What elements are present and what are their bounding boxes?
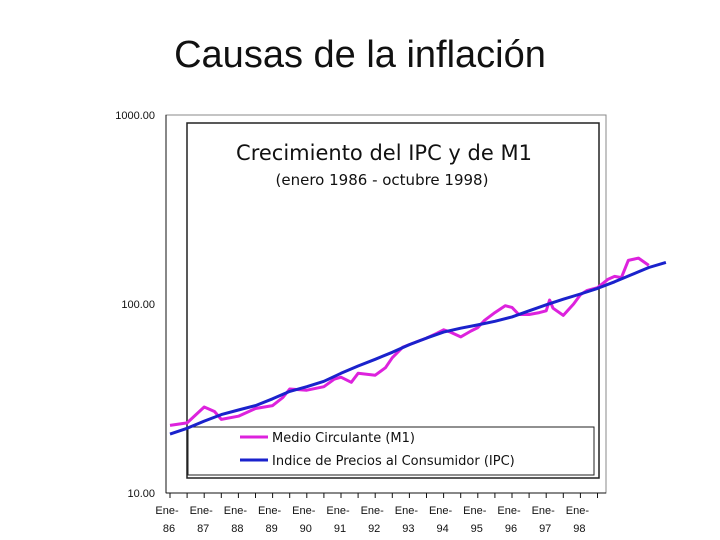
x-tick-label-bottom: 92 (368, 523, 380, 535)
x-tick-label-top: Ene- (155, 505, 179, 517)
y-tick-label: 1000.00 (115, 110, 155, 122)
x-tick-label-bottom: 98 (573, 523, 585, 535)
x-tick-label-top: Ene- (463, 505, 487, 517)
x-tick-label-bottom: 88 (231, 523, 243, 535)
x-tick-label-top: Ene- (429, 505, 453, 517)
x-tick-label-bottom: 86 (163, 523, 175, 535)
x-axis-ticks: Ene- 86 Ene- 87 Ene- 88 Ene- 89 Ene- 90 Ene- 91 Ene-… (155, 493, 598, 535)
slide-title: Causas de la inflación (174, 34, 546, 76)
x-tick-label-top: Ene- (566, 505, 590, 517)
legend-label-m1: Medio Circulante (M1) (272, 431, 415, 446)
x-tick-label-top: Ene- (326, 505, 350, 517)
x-tick-label-bottom: 91 (334, 523, 346, 535)
x-tick-label-bottom: 90 (300, 523, 312, 535)
x-tick-label-top: Ene- (190, 505, 214, 517)
y-tick-label: 100.00 (121, 299, 155, 311)
chart-title: Crecimiento del IPC y de M1 (236, 141, 532, 165)
x-tick-label-top: Ene- (258, 505, 282, 517)
inner-frame (186, 122, 600, 479)
x-tick-label-bottom: 95 (471, 523, 483, 535)
x-tick-label-bottom: 87 (197, 523, 209, 535)
x-tick-label-top: Ene- (361, 505, 385, 517)
chart-subtitle: (enero 1986 - octubre 1998) (276, 171, 489, 189)
x-tick-label-bottom: 96 (505, 523, 517, 535)
x-tick-label-top: Ene- (292, 505, 316, 517)
x-tick-label-top: Ene- (395, 505, 419, 517)
series-line-ipc (169, 260, 667, 436)
x-tick-label-top: Ene- (532, 505, 556, 517)
x-tick-label-bottom: 94 (436, 523, 448, 535)
x-tick-label-bottom: 89 (265, 523, 277, 535)
legend-label-ipc: Indice de Precios al Consumidor (IPC) (272, 454, 515, 469)
legend-box (187, 426, 595, 476)
x-tick-label-top: Ene- (497, 505, 521, 517)
y-tick-label: 10.00 (127, 488, 155, 500)
x-tick-label-bottom: 93 (402, 523, 414, 535)
x-tick-label-top: Ene- (224, 505, 248, 517)
x-tick-label-bottom: 97 (539, 523, 551, 535)
